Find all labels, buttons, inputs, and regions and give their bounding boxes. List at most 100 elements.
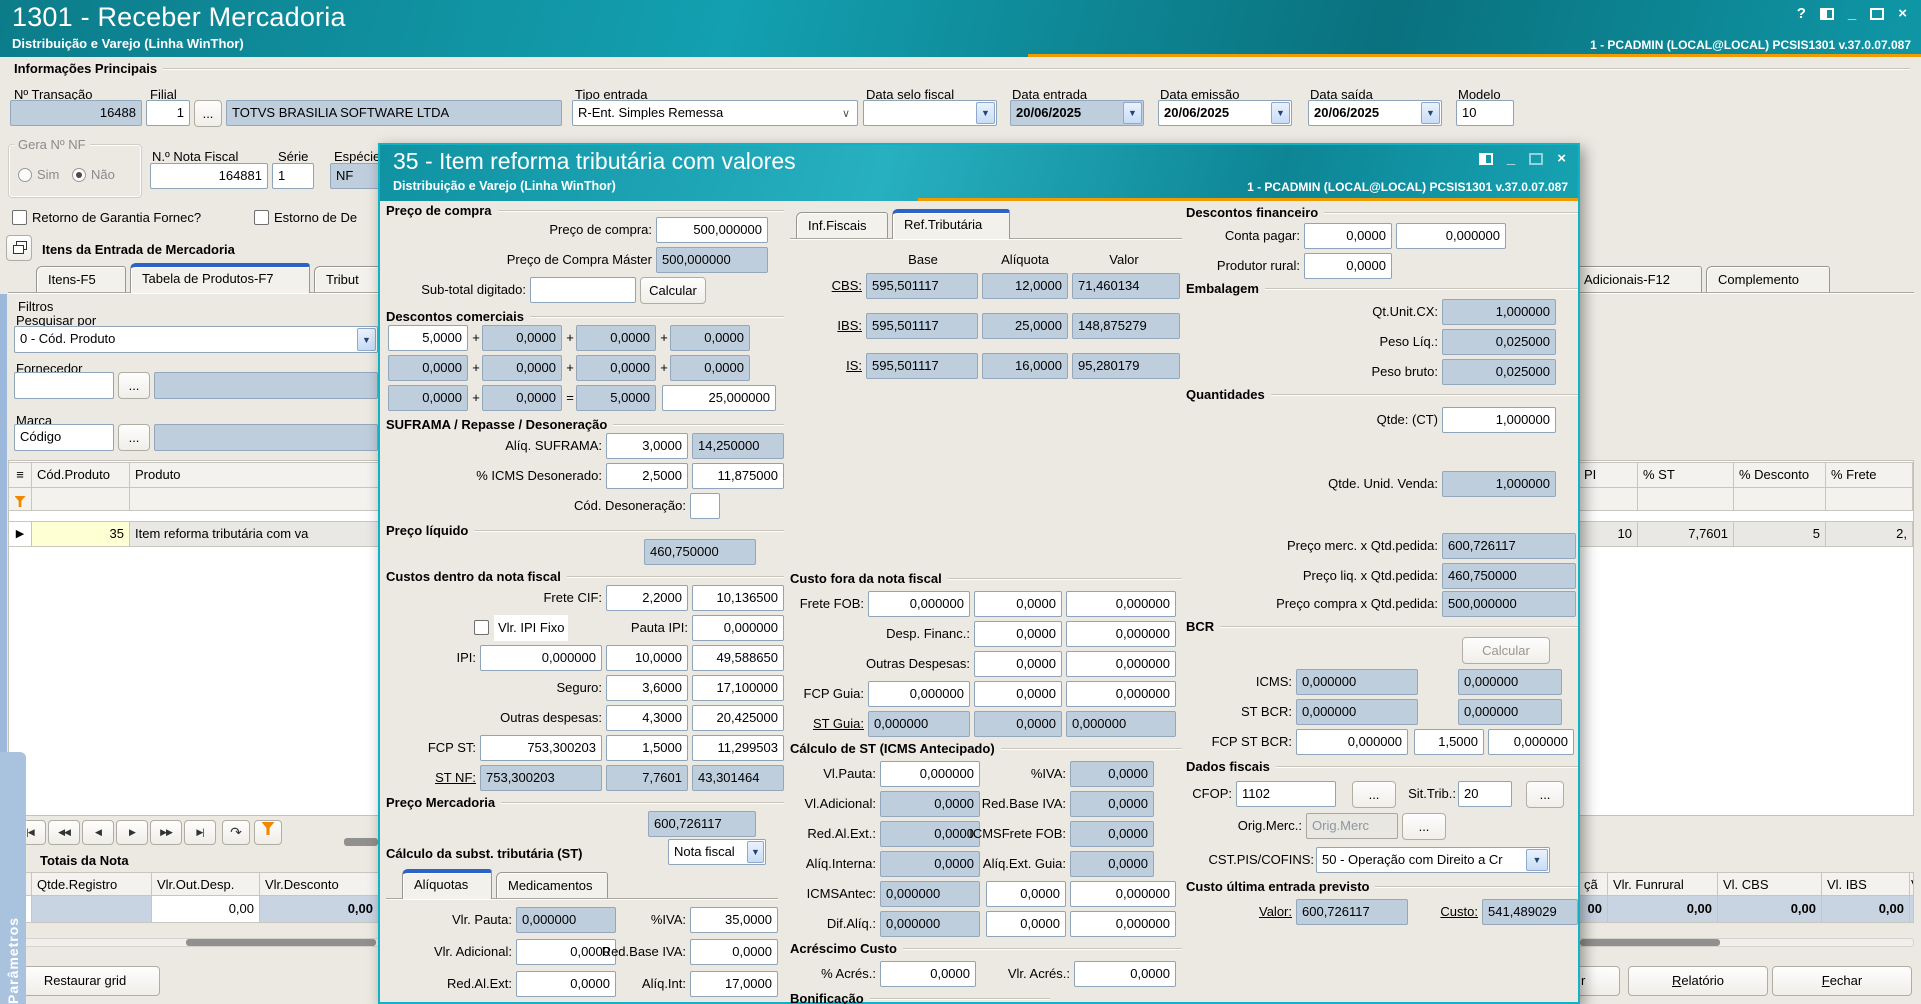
restore-icon[interactable] <box>1819 8 1834 20</box>
col-header-produto[interactable]: Produto <box>129 462 379 488</box>
close-icon[interactable]: × <box>1898 5 1907 22</box>
bcr-calcular-button[interactable]: Calcular <box>1462 637 1550 664</box>
estorno-checkbox[interactable] <box>254 210 269 225</box>
icms-antec-valor[interactable]: 0,000000 <box>1070 881 1176 907</box>
seguro-valor[interactable]: 17,100000 <box>692 675 784 701</box>
seguro-pct[interactable]: 3,6000 <box>606 675 688 701</box>
col-header-desconto[interactable]: % Desconto <box>1733 462 1826 488</box>
fornecedor-field[interactable] <box>14 372 114 399</box>
data-saida-field[interactable]: 20/06/2025 ▼ <box>1308 100 1442 126</box>
bcr-fcp-pct[interactable]: 1,5000 <box>1414 729 1484 755</box>
icms-desonerado-pct[interactable]: 2,5000 <box>606 463 688 489</box>
col-header-cbs[interactable]: Vl. CBS <box>1717 872 1822 896</box>
col-header-ibs[interactable]: Vl. IBS <box>1821 872 1910 896</box>
row-produto[interactable]: Item reforma tributária com va <box>129 521 379 547</box>
filter-cell[interactable] <box>31 487 130 511</box>
bcr-fcp-base[interactable]: 0,000000 <box>1296 729 1408 755</box>
fcp-st-valor[interactable]: 11,299503 <box>692 735 784 761</box>
marca-lookup-button[interactable]: ... <box>118 424 150 451</box>
tab-parametros[interactable]: Parâmetros <box>0 752 26 1004</box>
col-header-qtde-registro[interactable]: Qtde.Registro <box>31 872 152 896</box>
outras-despesas-fora-valor[interactable]: 0,000000 <box>1066 651 1176 677</box>
outras-despesas-pct[interactable]: 4,3000 <box>606 705 688 731</box>
col-header-frete[interactable]: % Frete <box>1825 462 1913 488</box>
dropdown-icon[interactable]: ▼ <box>747 841 764 863</box>
ipi-base[interactable]: 0,000000 <box>480 645 602 671</box>
fcp-guia-pct[interactable]: 0,0000 <box>974 681 1062 707</box>
row-desconto[interactable]: 5 <box>1733 521 1826 547</box>
tab-complemento[interactable]: Complemento <box>1706 266 1830 293</box>
row-st[interactable]: 7,7601 <box>1637 521 1734 547</box>
col-header-vlr-desconto[interactable]: Vlr.Desconto <box>259 872 379 896</box>
detach-grid-button[interactable] <box>6 235 32 261</box>
frete-fob-pct[interactable]: 0,0000 <box>974 591 1062 617</box>
qtde-ct-field[interactable]: 1,000000 <box>1442 407 1556 433</box>
frete-cif-pct[interactable]: 2,2000 <box>606 585 688 611</box>
orig-merc-field[interactable]: Orig.Merc <box>1306 813 1398 839</box>
filter-row-funnel-icon[interactable] <box>8 487 32 511</box>
bcr-fcp-valor[interactable]: 0,000000 <box>1488 729 1574 755</box>
fcp-guia-valor[interactable]: 0,000000 <box>1066 681 1176 707</box>
tab-tabela-produtos-f7[interactable]: Tabela de Produtos-F7 <box>130 263 310 293</box>
col-header-cod-produto[interactable]: Cód.Produto <box>31 462 130 488</box>
fcp-guia-base[interactable]: 0,000000 <box>868 681 970 707</box>
sit-trib-field[interactable]: 20 <box>1458 781 1512 807</box>
tipo-entrada-combo[interactable]: R-Ent. Simples Remessa ∨ <box>572 100 858 126</box>
nav-prior-page-button[interactable]: ◀◀ <box>48 820 80 845</box>
ipi-pct[interactable]: 10,0000 <box>606 645 688 671</box>
pct-acres-field[interactable]: 0,0000 <box>880 961 976 987</box>
grid-menu-icon[interactable]: ≡ <box>8 462 32 488</box>
is-label[interactable]: IS: <box>846 358 862 373</box>
minimize-icon[interactable]: _ <box>1506 150 1516 167</box>
st-nf-label[interactable]: ST NF: <box>435 770 476 785</box>
cod-desonerac-field[interactable] <box>690 493 720 519</box>
restaurar-grid-button[interactable]: Restaurar grid <box>10 966 160 996</box>
dif-aliq-pct[interactable]: 0,0000 <box>986 911 1066 937</box>
st-guia-label[interactable]: ST Guia: <box>812 716 864 731</box>
nav-last-button[interactable]: ▶| <box>184 820 216 845</box>
tab-inf-fiscais[interactable]: Inf.Fiscais <box>796 212 888 239</box>
tab-itens-f5[interactable]: Itens-F5 <box>36 266 126 293</box>
conta-pagar-valor[interactable]: 0,000000 <box>1396 223 1506 249</box>
fornecedor-lookup-button[interactable]: ... <box>118 372 150 399</box>
col-header-bonificacao[interactable]: çã <box>1578 872 1608 896</box>
desp-financ-valor[interactable]: 0,000000 <box>1066 621 1176 647</box>
minimize-icon[interactable]: _ <box>1847 5 1857 22</box>
totais-hscroll-thumb-right[interactable] <box>1580 939 1720 946</box>
parametros-splitter[interactable] <box>0 294 7 1004</box>
frete-fob-base[interactable]: 0,000000 <box>868 591 970 617</box>
data-entrada-field[interactable]: 20/06/2025 ▼ <box>1010 100 1144 126</box>
vl-pauta-field[interactable]: 0,000000 <box>880 761 980 787</box>
calcular-button[interactable]: Calcular <box>640 277 706 304</box>
cbs-label[interactable]: CBS: <box>831 278 862 293</box>
maximize-icon[interactable] <box>1529 153 1544 165</box>
pesquisar-combo[interactable]: 0 - Cód. Produto ▼ <box>14 326 378 353</box>
fcp-st-pct[interactable]: 1,5000 <box>606 735 688 761</box>
aliq-suframa-pct[interactable]: 3,0000 <box>606 433 688 459</box>
radio-sim[interactable] <box>18 168 32 182</box>
cfop-lookup-button[interactable]: ... <box>1352 781 1396 808</box>
gravar-button-partial[interactable]: r <box>1576 966 1620 996</box>
marca-field[interactable]: Código <box>14 424 114 451</box>
relatorio-button[interactable]: Relatório <box>1628 966 1768 996</box>
nav-next-button[interactable]: ▶ <box>116 820 148 845</box>
help-icon[interactable]: ? <box>1796 5 1806 22</box>
row-cod-produto[interactable]: 35 <box>31 521 130 547</box>
outras-despesas-fora-pct[interactable]: 0,0000 <box>974 651 1062 677</box>
produtor-rural-field[interactable]: 0,0000 <box>1304 253 1392 279</box>
col-header-funrural[interactable]: Vlr. Funrural <box>1607 872 1718 896</box>
filter-cell[interactable] <box>1637 487 1734 511</box>
vlr-ipi-fixo-checkbox[interactable] <box>474 620 489 635</box>
retorno-garantia-checkbox[interactable] <box>12 210 27 225</box>
nav-next-page-button[interactable]: ▶▶ <box>150 820 182 845</box>
filter-cell[interactable] <box>129 487 379 511</box>
maximize-icon[interactable] <box>1870 8 1885 20</box>
refresh-icon[interactable]: ↷ <box>222 820 250 845</box>
cfop-field[interactable]: 1102 <box>1236 781 1336 807</box>
nota-fiscal-field[interactable]: 164881 <box>150 163 268 189</box>
dropdown-icon[interactable]: ▼ <box>1421 102 1440 124</box>
tab-medicamentos[interactable]: Medicamentos <box>496 872 608 899</box>
icms-antec-pct[interactable]: 0,0000 <box>986 881 1066 907</box>
vlr-adicional-field[interactable]: 0,0000 <box>516 939 616 965</box>
dif-aliq-valor[interactable]: 0,000000 <box>1070 911 1176 937</box>
